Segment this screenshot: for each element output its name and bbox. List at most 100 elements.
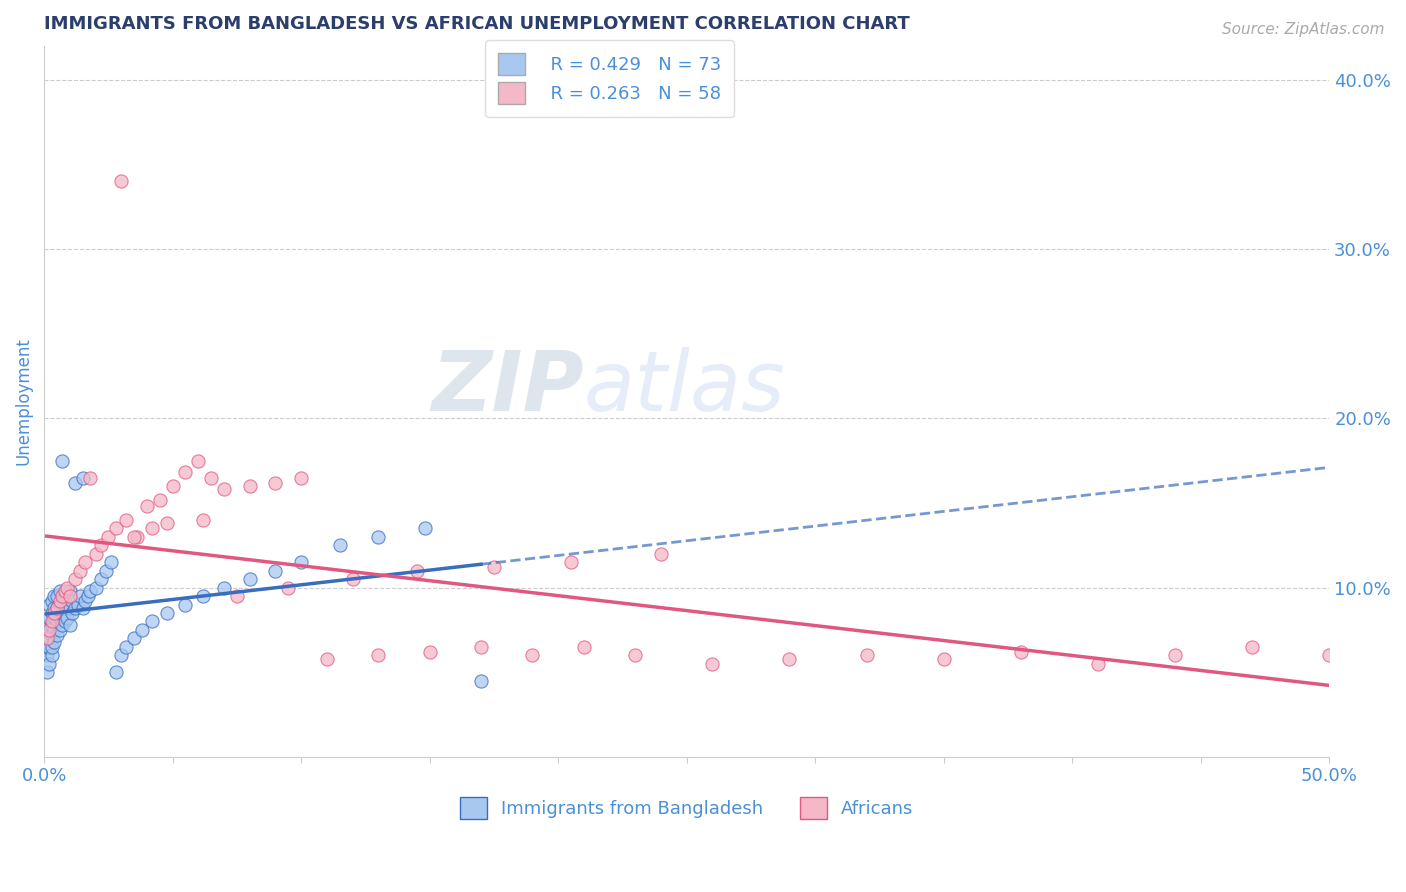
Point [51,589,73,603]
Point [46,601,69,615]
Point [53,589,76,603]
Point [41,606,63,620]
Point [405,564,427,578]
Point [342,572,364,586]
Point [315,651,337,665]
Point [35,623,58,637]
Point [193,513,215,527]
Point [560,555,582,569]
Point [290,470,312,484]
Point [1087,657,1109,671]
Point [413,521,436,535]
Point [48,594,70,608]
Point [650,547,672,561]
Point [56,581,79,595]
Text: IMMIGRANTS FROM BANGLADESH VS AFRICAN UNEMPLOYMENT CORRELATION CHART: IMMIGRANTS FROM BANGLADESH VS AFRICAN UN… [44,15,910,33]
Point [46,628,69,642]
Point [44,635,66,649]
Point [932,651,955,665]
Point [94,564,117,578]
Point [187,453,209,467]
Point [855,648,877,663]
Point [290,555,312,569]
Point [470,673,492,688]
Point [44,611,66,625]
Point [60,594,83,608]
Point [41,594,63,608]
Point [51,453,73,467]
Point [48,623,70,637]
Point [200,470,222,484]
Point [46,589,69,603]
Point [48,584,70,599]
Point [779,651,801,665]
Point [72,601,94,615]
Point [84,581,107,595]
Point [264,475,287,490]
Point [239,479,262,493]
Point [149,492,172,507]
Point [482,560,505,574]
Point [44,606,66,620]
Point [63,601,86,615]
Point [38,611,60,625]
Point [225,589,247,603]
Point [125,530,148,544]
Point [1241,640,1264,654]
Legend: Immigrants from Bangladesh, Africans: Immigrants from Bangladesh, Africans [453,789,921,826]
Point [264,564,287,578]
Point [110,174,132,188]
Point [1317,648,1340,663]
Point [60,606,83,620]
Point [35,632,58,646]
Point [1164,648,1187,663]
Point [470,640,492,654]
Point [44,589,66,603]
Point [59,589,82,603]
Point [110,648,132,663]
Point [522,648,544,663]
Point [156,516,179,531]
Point [79,470,101,484]
Point [212,581,235,595]
Point [41,615,63,629]
Point [122,632,145,646]
Point [105,665,128,680]
Point [38,640,60,654]
Point [75,594,97,608]
Point [141,615,163,629]
Point [35,640,58,654]
Point [44,601,66,615]
Point [46,601,69,615]
Point [53,584,76,599]
Point [75,555,97,569]
Point [174,598,197,612]
Point [63,572,86,586]
Point [38,598,60,612]
Point [329,538,352,552]
Point [48,611,70,625]
Point [367,530,389,544]
Point [367,648,389,663]
Point [419,645,441,659]
Point [69,589,91,603]
Point [41,648,63,663]
Point [53,615,76,629]
Point [135,500,157,514]
Point [115,513,138,527]
Point [41,640,63,654]
Point [59,618,82,632]
Point [90,538,112,552]
Point [212,483,235,497]
Point [141,521,163,535]
Point [239,572,262,586]
Point [277,581,299,595]
Point [51,606,73,620]
Point [193,589,215,603]
Point [162,479,184,493]
Text: atlas: atlas [583,347,786,427]
Point [100,555,122,569]
Point [53,601,76,615]
Point [105,521,128,535]
Point [572,640,595,654]
